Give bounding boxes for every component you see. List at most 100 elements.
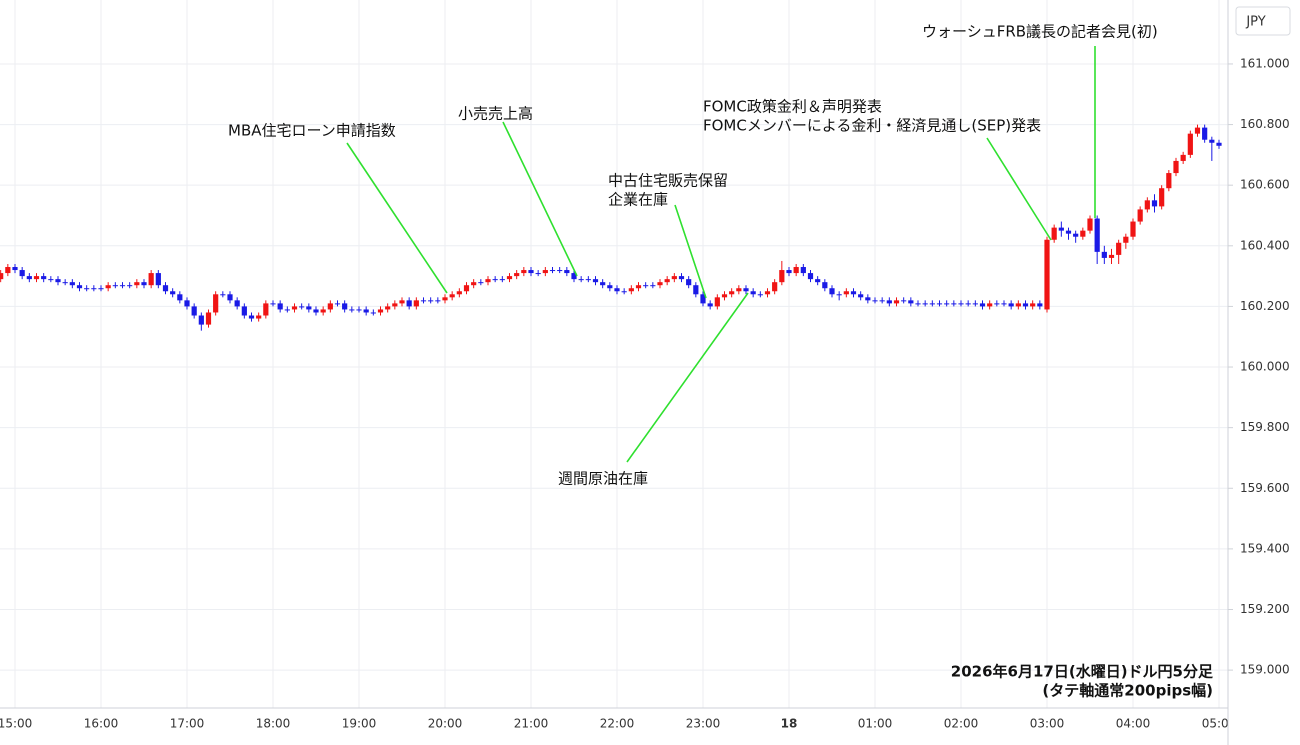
candle-body [155,273,161,286]
y-tick-label: 160.800 [1240,117,1290,131]
candle-body [299,306,305,308]
candle-body [1108,254,1115,258]
candle-body [542,270,548,274]
candle-body [714,297,720,307]
candle-body [929,303,935,305]
y-axis-label: JPY [1245,15,1265,30]
candle-body [578,279,584,281]
candle-body [686,279,692,286]
candle-body [399,300,405,304]
candle-body [127,285,133,287]
grid [0,0,1228,708]
candle-body [119,285,126,287]
candle-body [449,294,455,298]
candle-body [786,270,792,274]
candle-body [220,294,226,296]
candle-body [585,279,591,281]
candle-body [198,315,204,325]
x-tick-label: 04:00 [1116,717,1151,731]
candle-body [700,294,706,304]
candle-body [485,279,491,283]
candle-body [413,300,419,307]
y-tick-label: 159.800 [1240,420,1290,434]
candle-body [614,288,620,292]
y-tick-label: 161.000 [1240,56,1290,70]
candle-body [1044,239,1050,310]
candle-body [664,279,670,283]
candle-body [671,276,677,280]
y-tick-label: 159.200 [1240,602,1290,616]
candle-body [1216,142,1222,146]
candle-body [363,309,369,313]
candle-body [1030,303,1036,307]
candle-body [191,306,197,316]
candle-body [678,276,685,280]
candle-body [463,285,470,292]
candle-body [1194,127,1201,134]
leader-line [502,121,578,277]
candle-body [76,285,83,289]
candle-body [1065,230,1072,234]
candle-body [478,282,484,284]
x-tick-label: 22:00 [600,717,635,731]
annotation: FOMC政策金利＆声明発表 [703,98,882,116]
footnote: 2026年6月17日(水曜日)ドル円5分足 [951,663,1214,681]
currency-box [1235,6,1291,36]
candle-body [248,315,255,319]
x-tick-label: 23:00 [686,717,721,731]
candle-body [571,273,577,280]
candle-body [643,285,649,287]
candle-body [514,273,520,277]
candle-body [227,294,233,301]
candle-body [162,285,169,292]
candle-body [270,303,276,305]
candle-body [764,291,771,295]
candle-body [772,282,778,292]
annotation: ウォーシュFRB議長の記者会見(初) [922,23,1158,41]
candle-body [492,279,498,281]
candle-body [807,273,814,280]
candle-body [621,291,627,293]
candle-body [549,270,556,272]
candle-body [528,270,534,274]
candle-body [972,303,978,305]
candle-body [241,306,247,316]
candle-body [98,288,104,290]
x-tick-label: 02:00 [944,717,979,731]
x-tick-label: 19:00 [342,717,377,731]
candle-body [1080,230,1086,237]
leader-line [674,204,707,299]
candle-body [327,303,333,310]
candle-body [1173,160,1179,174]
x-tick-label: 16:00 [84,717,119,731]
candle-body [184,300,190,307]
candle-body [815,279,821,283]
candle-body [313,309,319,313]
candle-body [5,267,11,274]
candle-body [987,303,993,307]
candle-body [1037,303,1043,307]
x-tick-label: 01:00 [858,717,893,731]
leader-line [626,292,749,463]
candle-body [1151,200,1158,207]
candle-body [1058,227,1064,231]
candle-body [284,309,290,311]
leader-line [986,137,1052,241]
x-tick-label: 15:00 [0,717,32,731]
candle-body [908,300,914,304]
annotation: 中古住宅販売保留 [608,172,728,190]
candle-body [1180,154,1186,161]
candle-body [915,303,921,305]
candle-body [879,300,885,302]
candle-body [471,282,477,286]
candle-body [965,303,971,305]
candle-body [342,303,348,310]
candle-body [1144,200,1150,210]
annotation: MBA住宅ローン申請指数 [228,122,396,140]
candle-body [729,291,735,295]
candle-body [277,303,283,310]
candle-body [994,303,1000,305]
candle-body [62,282,68,284]
candle-body [12,267,18,271]
